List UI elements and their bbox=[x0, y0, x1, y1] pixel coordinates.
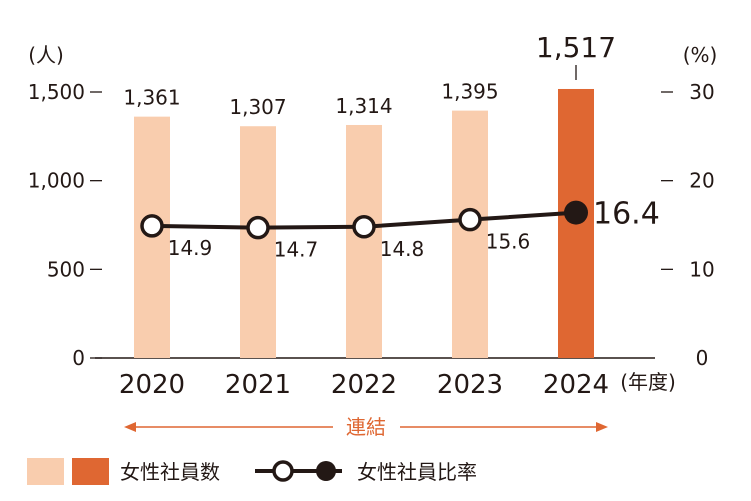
x-axis-label: 2024 bbox=[543, 370, 609, 400]
x-axis-label: 2023 bbox=[437, 370, 503, 400]
x-axis-label: 2021 bbox=[225, 370, 291, 400]
ratio-marker bbox=[246, 215, 270, 240]
ratio-value-label: 14.7 bbox=[274, 238, 319, 262]
x-axis-unit: (年度) bbox=[620, 370, 676, 394]
legend-marker-filled bbox=[316, 461, 336, 481]
bar-series bbox=[134, 88, 594, 359]
right-tick-label: 30 bbox=[689, 80, 714, 104]
ratio-value-label: 15.6 bbox=[486, 230, 531, 254]
x-axis-label: 2020 bbox=[119, 370, 185, 400]
bar-value-label: 1,314 bbox=[335, 94, 392, 118]
left-tick-label: 0 bbox=[72, 346, 85, 370]
left-tick-label: 500 bbox=[47, 257, 85, 281]
legend-swatch-bar bbox=[27, 458, 64, 485]
ratio-marker bbox=[140, 214, 164, 238]
legend-label-bar: 女性社員数 bbox=[120, 460, 220, 484]
right-tick-label: 20 bbox=[689, 169, 714, 193]
bar-value-labels: 1,361 1,307 1,314 1,395 1,517 bbox=[123, 31, 616, 119]
x-axis-label: 2022 bbox=[331, 370, 397, 400]
right-tick-label: 10 bbox=[689, 257, 714, 281]
bar-value-label: 1,307 bbox=[229, 95, 286, 119]
scope-label: 連結 bbox=[346, 415, 386, 439]
bar-2023 bbox=[452, 110, 488, 359]
line-series: 14.9 14.7 14.8 15.6 16.4 bbox=[140, 197, 660, 262]
ratio-marker bbox=[352, 215, 376, 239]
ratio-value-label: 14.9 bbox=[168, 236, 213, 260]
legend: 女性社員数 女性社員比率 bbox=[27, 458, 477, 485]
left-axis-ticks: 0 500 1,000 1,500 bbox=[28, 80, 102, 370]
ratio-value-label: 14.8 bbox=[380, 237, 425, 261]
right-axis-ticks: 0 10 20 30 bbox=[661, 80, 715, 370]
left-axis-unit: (人) bbox=[28, 43, 64, 67]
bar-2022 bbox=[346, 124, 382, 358]
scope-arrowhead-right bbox=[596, 422, 608, 432]
left-tick-label: 1,000 bbox=[28, 169, 85, 193]
ratio-value-label: 16.4 bbox=[593, 197, 660, 232]
x-axis-labels: 2020 2021 2022 2023 2024 bbox=[119, 370, 609, 400]
legend-swatch-bar-highlight bbox=[72, 458, 109, 485]
ratio-marker bbox=[458, 207, 482, 232]
scope-indicator: 連結 bbox=[124, 415, 608, 439]
ratio-marker bbox=[564, 200, 588, 225]
scope-arrowhead-left bbox=[124, 422, 136, 432]
bar-value-label: 1,395 bbox=[441, 80, 498, 104]
bar-value-label: 1,517 bbox=[536, 31, 616, 64]
bar-2021 bbox=[240, 126, 276, 358]
right-tick-label: 0 bbox=[696, 346, 709, 370]
right-axis-unit: (%) bbox=[683, 43, 718, 67]
left-tick-label: 1,500 bbox=[28, 80, 85, 104]
legend-label-line: 女性社員比率 bbox=[357, 460, 477, 484]
right-axis: (%) 0 10 20 30 bbox=[661, 43, 717, 370]
left-axis: (人) 0 500 1,000 1,500 bbox=[28, 43, 102, 370]
bar-value-label: 1,361 bbox=[123, 86, 180, 110]
legend-marker-open bbox=[272, 460, 294, 482]
